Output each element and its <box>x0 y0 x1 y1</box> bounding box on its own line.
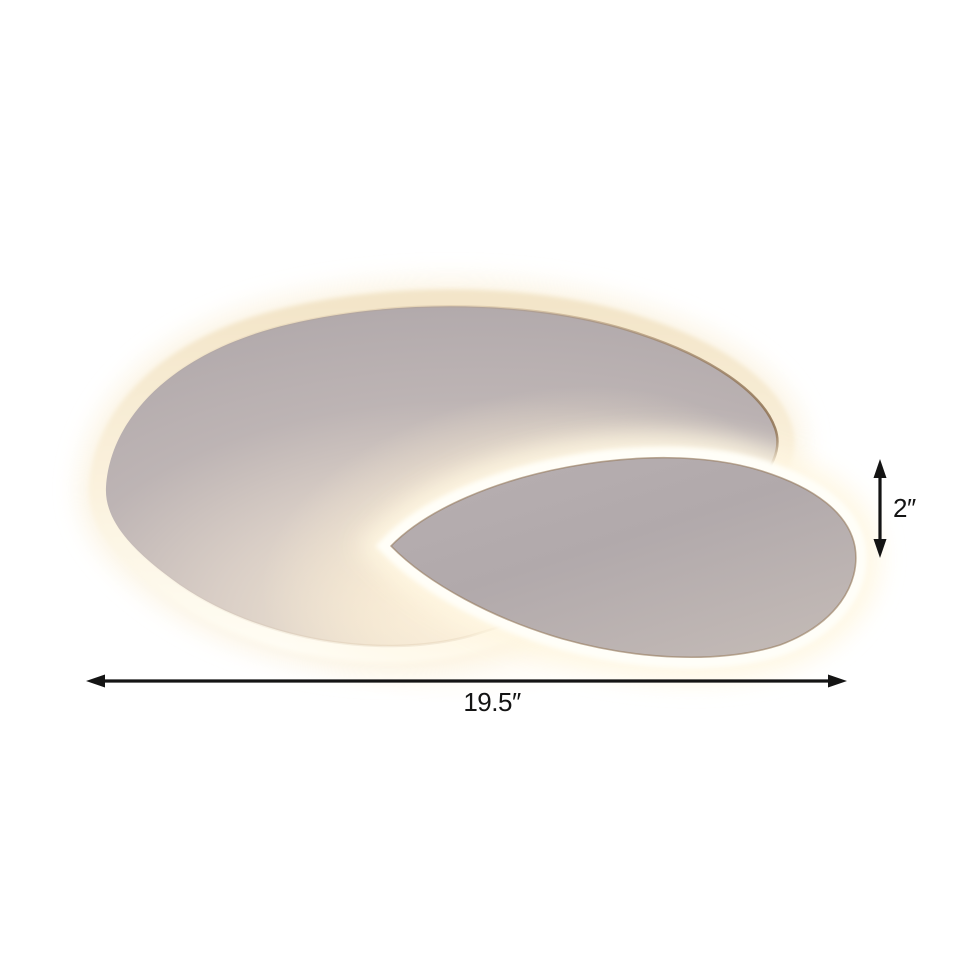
height-dimension: 2″ <box>873 459 916 558</box>
small-panel <box>389 456 857 658</box>
width-dimension: 19.5″ <box>86 674 847 717</box>
arrow-left-icon <box>86 674 105 688</box>
height-dimension-label: 2″ <box>893 493 916 523</box>
arrow-right-icon <box>828 674 847 688</box>
arrow-down-icon <box>873 539 887 558</box>
light-fixture <box>78 278 881 705</box>
width-dimension-label: 19.5″ <box>463 687 521 717</box>
arrow-up-icon <box>873 459 887 478</box>
